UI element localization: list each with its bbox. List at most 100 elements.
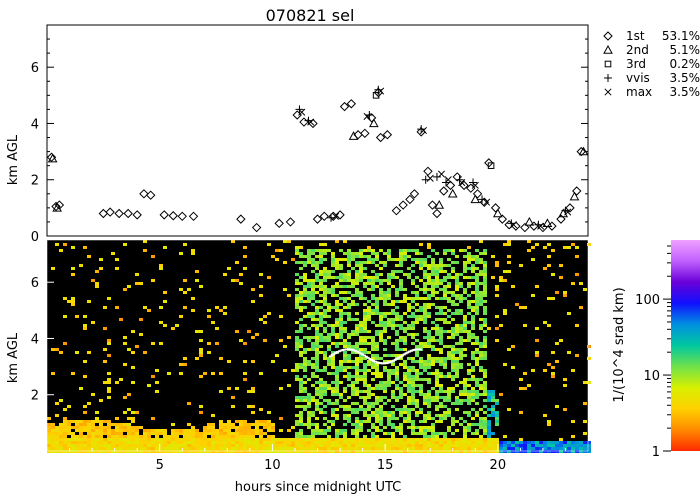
- heatmap-cell: [475, 444, 479, 447]
- heatmap-cell: [139, 435, 143, 438]
- heatmap-cell: [363, 330, 367, 333]
- heatmap-cell: [343, 279, 347, 282]
- heatmap-cell: [379, 261, 383, 264]
- heatmap-cell: [307, 339, 311, 342]
- heatmap-cell: [51, 441, 55, 444]
- heatmap-cell: [347, 345, 351, 348]
- heatmap-cell: [435, 384, 439, 387]
- heatmap-cell: [311, 324, 315, 327]
- heatmap-cell: [331, 402, 335, 405]
- heatmap-cell: [427, 396, 431, 399]
- heatmap-cell: [459, 354, 463, 357]
- heatmap-cell: [331, 351, 335, 354]
- heatmap-cell: [459, 273, 463, 276]
- heatmap-cell: [467, 369, 471, 372]
- heatmap-cell: [463, 447, 467, 450]
- heatmap-cell: [127, 417, 131, 420]
- heatmap-cell: [323, 300, 327, 303]
- heatmap-cell: [103, 438, 107, 441]
- heatmap-cell: [383, 369, 387, 372]
- point-1st: [159, 210, 169, 220]
- heatmap-cell: [83, 420, 87, 423]
- heatmap-cell: [319, 408, 323, 411]
- heatmap-cell: [123, 423, 127, 426]
- heatmap-cell: [223, 450, 227, 453]
- heatmap-cell: [283, 441, 287, 444]
- heatmap-cell: [347, 420, 351, 423]
- heatmap-cell: [479, 450, 483, 453]
- heatmap-cell: [583, 288, 587, 291]
- heatmap-cell: [339, 366, 343, 369]
- heatmap-cell: [431, 387, 435, 390]
- heatmap-cell: [455, 438, 459, 441]
- heatmap-cell: [303, 351, 307, 354]
- heatmap-cell: [411, 438, 415, 441]
- heatmap-cell: [387, 438, 391, 441]
- heatmap-cell: [383, 321, 387, 324]
- heatmap-cell: [503, 309, 507, 312]
- heatmap-cell: [395, 444, 399, 447]
- heatmap-cell: [399, 249, 403, 252]
- point-3rd: [487, 162, 495, 169]
- heatmap-cell: [131, 417, 135, 420]
- heatmap-cell: [303, 435, 307, 438]
- heatmap-cell: [163, 441, 167, 444]
- heatmap-cell: [163, 432, 167, 435]
- heatmap-cell: [415, 369, 419, 372]
- heatmap-cell: [335, 303, 339, 306]
- heatmap-cell: [251, 435, 255, 438]
- heatmap-cell: [67, 426, 71, 429]
- heatmap-cell: [331, 414, 335, 417]
- heatmap-cell: [519, 411, 523, 414]
- heatmap-cell: [403, 312, 407, 315]
- heatmap-cell: [407, 417, 411, 420]
- heatmap-cell: [319, 279, 323, 282]
- heatmap-cell: [195, 441, 199, 444]
- heatmap-cell: [411, 387, 415, 390]
- heatmap-cell: [491, 444, 495, 447]
- heatmap-cell: [387, 321, 391, 324]
- heatmap-cell: [347, 342, 351, 345]
- heatmap-cell: [403, 363, 407, 366]
- heatmap-cell: [91, 420, 95, 423]
- heatmap-cell: [199, 330, 203, 333]
- heatmap-cell: [451, 318, 455, 321]
- colorbar-tick-label: 10: [643, 369, 660, 384]
- heatmap-cell: [243, 435, 247, 438]
- heatmap-cell: [107, 438, 111, 441]
- y-tick-label: 6: [31, 276, 39, 291]
- heatmap-cell: [431, 438, 435, 441]
- heatmap-cell: [319, 318, 323, 321]
- heatmap-cell: [151, 447, 155, 450]
- heatmap-cell: [411, 393, 415, 396]
- heatmap-cell: [451, 378, 455, 381]
- heatmap-cell: [327, 324, 331, 327]
- heatmap-cell: [339, 327, 343, 330]
- heatmap-cell: [471, 342, 475, 345]
- heatmap-cell: [431, 345, 435, 348]
- heatmap-cell: [363, 297, 367, 300]
- heatmap-cell: [323, 309, 327, 312]
- heatmap-cell: [407, 249, 411, 252]
- heatmap-cell: [443, 345, 447, 348]
- heatmap-cell: [375, 285, 379, 288]
- heatmap-cell: [511, 366, 515, 369]
- heatmap-cell: [439, 264, 443, 267]
- heatmap-cell: [115, 417, 119, 420]
- heatmap-cell: [351, 279, 355, 282]
- heatmap-cell: [357, 351, 361, 354]
- heatmap-cell: [343, 450, 347, 453]
- heatmap-cell: [427, 288, 431, 291]
- heatmap-cell: [347, 285, 351, 288]
- heatmap-cell: [455, 279, 459, 282]
- heatmap-cell: [451, 270, 455, 273]
- heatmap-cell: [451, 438, 455, 441]
- heatmap-cell: [413, 348, 417, 351]
- heatmap-cell: [199, 285, 203, 288]
- heatmap-cell: [183, 438, 187, 441]
- heatmap-cell: [79, 435, 83, 438]
- heatmap-cell: [163, 447, 167, 450]
- heatmap-cell: [63, 342, 67, 345]
- heatmap-cell: [347, 375, 351, 378]
- heatmap-cell: [475, 282, 479, 285]
